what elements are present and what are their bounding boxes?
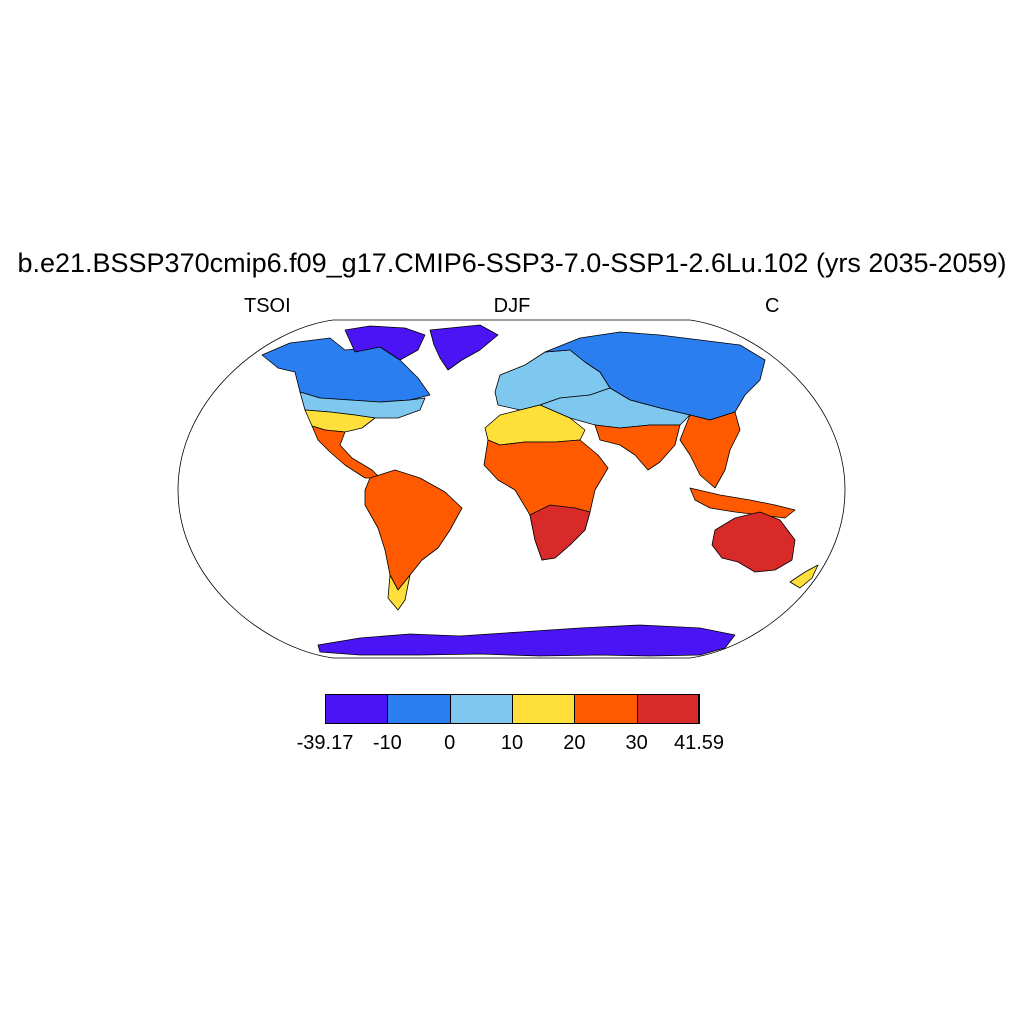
colorbar-swatch xyxy=(449,694,513,724)
south-asia xyxy=(594,424,681,471)
south-america xyxy=(364,469,463,591)
greenland xyxy=(429,324,499,371)
colorbar-swatch xyxy=(636,694,700,724)
colorbar-tick-label: 10 xyxy=(500,732,524,754)
north-america-north xyxy=(261,337,431,403)
colorbar-swatch xyxy=(325,694,389,724)
map-border xyxy=(177,319,846,659)
central-america xyxy=(311,425,381,479)
south-america-south xyxy=(387,574,411,611)
colorbar-swatch xyxy=(387,694,451,724)
right-string: C xyxy=(765,295,780,317)
colorbar-tick-label: 41.59 xyxy=(673,732,725,754)
colorbar-tick-label: 0 xyxy=(444,732,456,754)
plot-title: b.e21.BSSP370cmip6.f09_g17.CMIP6-SSP3-7.… xyxy=(17,248,1007,278)
colorbar-tick-label: -39.17 xyxy=(296,732,354,754)
australia xyxy=(711,511,796,573)
southeast-asia xyxy=(679,411,741,489)
north-america-arctic xyxy=(344,325,426,361)
southern-africa xyxy=(529,504,591,561)
colorbar-tick-label: 30 xyxy=(625,732,648,754)
new-zealand xyxy=(789,564,819,589)
colorbar-tick-label: -10 xyxy=(372,732,402,754)
center-string: DJF xyxy=(493,295,531,317)
colorbar-tick-label: 20 xyxy=(563,732,586,754)
left-string: TSOI xyxy=(244,295,291,317)
colorbar-swatch xyxy=(574,694,638,724)
colorbar-swatch xyxy=(512,694,576,724)
antarctica xyxy=(317,624,736,657)
